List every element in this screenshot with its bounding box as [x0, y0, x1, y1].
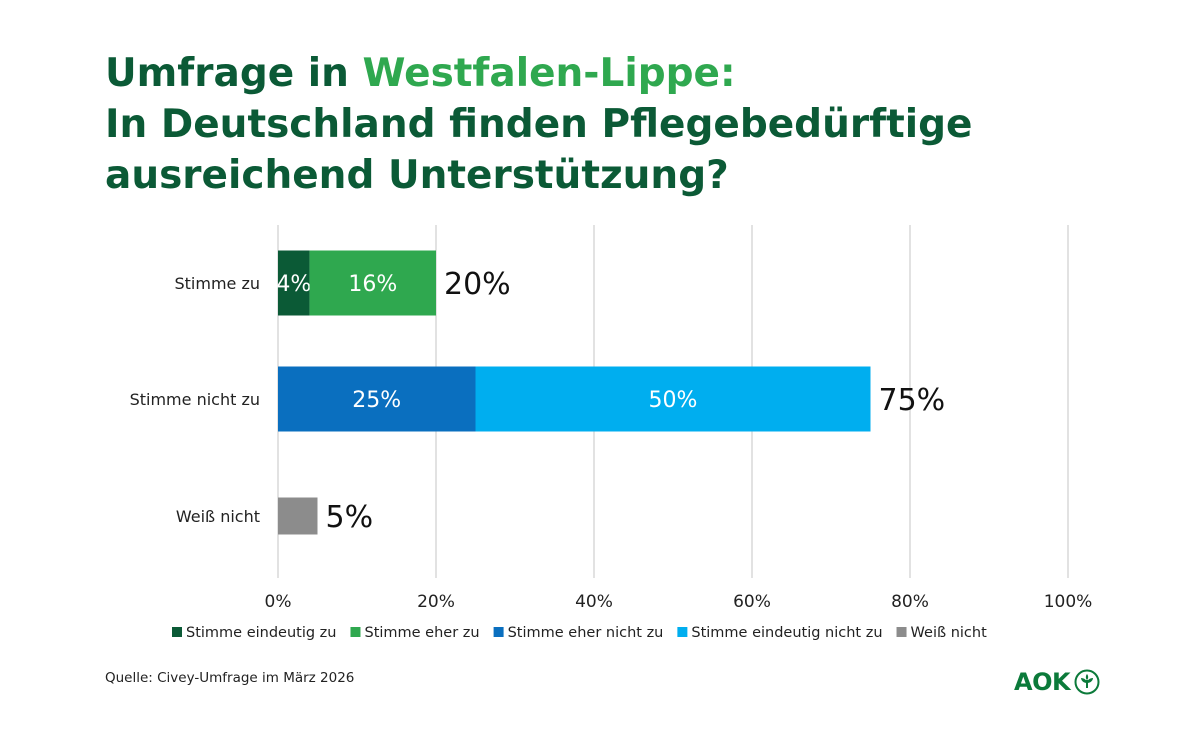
segment-label: 4% [276, 272, 311, 297]
legend-swatch [896, 627, 907, 637]
legend-swatch [677, 627, 688, 637]
title-accent: Westfalen-Lippe: [362, 51, 736, 96]
x-tick-label: 40% [575, 592, 613, 612]
bar-segment [278, 250, 310, 316]
aok-logo: AOK [1014, 668, 1100, 696]
bar-segment [309, 250, 436, 316]
stacked-bar-chart: 0% 20% 40% 60% 80% 100% Stimme zu Stimme nicht … [130, 225, 1093, 641]
x-tick-label: 0% [265, 592, 292, 612]
bar-segment [278, 366, 476, 432]
bar-segment [278, 497, 318, 535]
title-prefix: Umfrage in [105, 51, 363, 96]
aok-tree-icon [1074, 669, 1100, 695]
chart-title: Umfrage in Westfalen-Lippe: In Deutschla… [105, 48, 1105, 201]
x-tick-label: 60% [733, 592, 771, 612]
category-label: Stimme zu [174, 274, 260, 293]
legend-label: Stimme eindeutig zu [186, 625, 336, 641]
segment-label: 16% [348, 272, 397, 297]
title-line-3: ausreichend Unterstützung? [105, 153, 729, 198]
source-note: Quelle: Civey-Umfrage im März 2026 [105, 670, 355, 686]
x-tick-label: 20% [417, 592, 455, 612]
logo-text: AOK [1014, 668, 1071, 696]
legend-swatch [350, 627, 361, 637]
x-tick-label: 100% [1044, 592, 1093, 612]
total-label: 5% [326, 500, 374, 535]
legend-label: Stimme eindeutig nicht zu [691, 625, 882, 641]
legend-label: Weiß nicht [911, 625, 988, 641]
legend-label: Stimme eher nicht zu [508, 625, 664, 641]
x-tick-label: 80% [891, 592, 929, 612]
category-label: Stimme nicht zu [130, 390, 260, 409]
legend-swatch [172, 627, 182, 637]
segment-label: 50% [649, 388, 698, 413]
title-line-2: In Deutschland finden Pflegebedürftige [105, 102, 973, 147]
total-label: 75% [879, 383, 946, 418]
segment-label: 25% [352, 388, 401, 413]
legend-swatch [493, 627, 504, 637]
legend-label: Stimme eher zu [364, 625, 479, 641]
total-label: 20% [444, 267, 511, 302]
bar-segment [475, 366, 871, 432]
category-label: Weiß nicht [176, 507, 260, 526]
